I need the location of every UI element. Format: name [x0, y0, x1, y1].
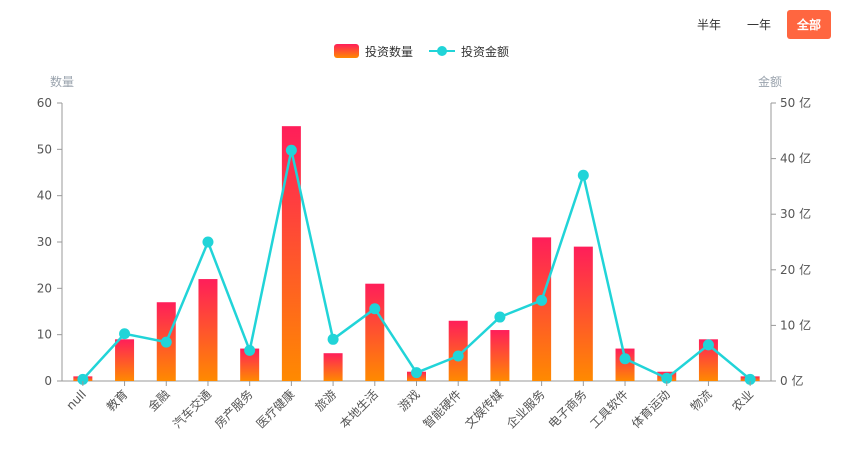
x-tick-label: 本地生活: [337, 387, 381, 431]
amount-point-4: [244, 344, 256, 356]
y-left-tick-label: 60: [37, 96, 52, 110]
x-tick-label: 游戏: [396, 387, 423, 414]
amount-point-15: [702, 339, 714, 351]
x-tick-label: 体育运动: [628, 387, 673, 432]
amount-point-14: [661, 372, 673, 384]
x-tick-label: 智能硬件: [420, 387, 465, 432]
y-right-tick-label: 30 亿: [780, 206, 811, 221]
amount-point-3: [202, 236, 214, 248]
x-tick-label: 农业: [729, 387, 756, 414]
bar-11: [532, 237, 552, 381]
amount-point-1: [119, 328, 131, 340]
x-tick-label: 旅游: [312, 387, 339, 414]
amount-point-16: [744, 373, 756, 385]
bar-3: [198, 279, 218, 381]
bar-10: [490, 330, 510, 381]
bar-12: [573, 246, 593, 381]
period-tabs: 半年 一年 全部: [687, 10, 831, 39]
amount-point-13: [619, 353, 631, 365]
y-left-tick-label: 10: [37, 328, 52, 342]
y-right-tick-label: 40 亿: [780, 151, 811, 166]
amount-point-7: [369, 303, 381, 315]
amount-point-5: [285, 144, 297, 156]
y-left-axis-title: 数量: [50, 74, 74, 89]
legend-bar-label[interactable]: 投资数量: [365, 44, 413, 59]
x-tick-label: null: [64, 387, 89, 412]
legend-line-label[interactable]: 投资金额: [461, 44, 509, 59]
y-right-tick-label: 20 亿: [780, 262, 811, 277]
y-right-tick-label: 50 亿: [780, 95, 811, 110]
x-tick-label: 医疗健康: [253, 387, 298, 432]
legend: 投资数量 投资金额: [334, 44, 509, 59]
y-right-tick-label: 10 亿: [780, 317, 811, 332]
bar-1: [115, 339, 135, 381]
x-tick-label: 电子商务: [545, 387, 590, 432]
amount-line: [81, 149, 751, 381]
bar-5: [281, 126, 301, 382]
amount-point-6: [327, 333, 339, 345]
tab-half-year[interactable]: 半年: [696, 18, 721, 32]
tab-all[interactable]: 全部: [786, 10, 831, 39]
bar-6: [323, 353, 343, 381]
amount-point-11: [536, 294, 548, 306]
bar-7: [365, 283, 385, 381]
y-left-tick-label: 0: [44, 374, 52, 388]
y-left-tick-label: 30: [37, 235, 52, 249]
y-right-tick-label: 0 亿: [780, 373, 803, 388]
bar-4: [240, 348, 260, 381]
amount-point-0: [77, 373, 89, 385]
x-tick-label: 教育: [103, 387, 131, 415]
tab-one-year[interactable]: 一年: [746, 18, 771, 32]
amount-point-8: [411, 367, 422, 379]
amount-point-12: [577, 169, 589, 181]
x-tick-label: 房产服务: [211, 387, 256, 432]
amount-point-2: [160, 336, 172, 348]
y-left-tick-label: 50: [37, 142, 52, 156]
x-tick-label: 金融: [145, 387, 173, 415]
x-tick-label: 企业服务: [503, 387, 548, 432]
x-tick-label: 物流: [688, 387, 715, 414]
y-left-tick-label: 20: [37, 281, 52, 295]
amount-point-9: [452, 350, 464, 362]
legend-bar-swatch[interactable]: [334, 44, 359, 58]
x-tick-label: 文娱传媒: [461, 387, 506, 432]
x-tick-label: 工具软件: [587, 387, 631, 431]
legend-line-marker[interactable]: [437, 46, 447, 56]
y-right-axis-title: 金额: [758, 74, 782, 89]
y-left-tick-label: 40: [37, 189, 52, 203]
x-tick-label: 汽车交通: [170, 387, 215, 432]
amount-point-10: [494, 311, 506, 323]
